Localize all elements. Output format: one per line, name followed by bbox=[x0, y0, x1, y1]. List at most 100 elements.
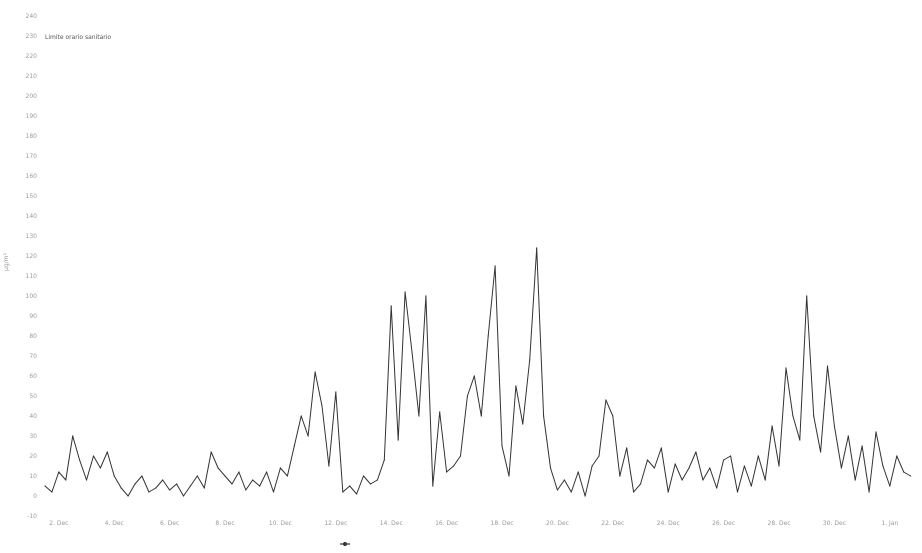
data-point[interactable] bbox=[903, 471, 905, 473]
data-point[interactable] bbox=[162, 479, 164, 481]
data-point[interactable] bbox=[633, 491, 635, 493]
data-point[interactable] bbox=[709, 467, 711, 469]
data-point[interactable] bbox=[577, 471, 579, 473]
data-point[interactable] bbox=[293, 445, 295, 447]
data-point[interactable] bbox=[487, 335, 489, 337]
legend[interactable] bbox=[340, 542, 350, 546]
data-point[interactable] bbox=[203, 487, 205, 489]
data-point[interactable] bbox=[605, 399, 607, 401]
data-point[interactable] bbox=[328, 465, 330, 467]
data-point[interactable] bbox=[169, 489, 171, 491]
data-point[interactable] bbox=[127, 495, 129, 497]
data-point[interactable] bbox=[120, 487, 122, 489]
data-point[interactable] bbox=[792, 415, 794, 417]
data-point[interactable] bbox=[314, 371, 316, 373]
data-point[interactable] bbox=[272, 491, 275, 493]
data-point[interactable] bbox=[72, 435, 74, 437]
data-point[interactable] bbox=[875, 431, 877, 433]
data-point[interactable] bbox=[771, 425, 773, 427]
data-point[interactable] bbox=[723, 459, 725, 461]
data-point[interactable] bbox=[356, 493, 358, 495]
data-point[interactable] bbox=[51, 491, 53, 493]
data-point[interactable] bbox=[390, 305, 392, 307]
data-point[interactable] bbox=[189, 485, 192, 487]
data-point[interactable] bbox=[542, 415, 545, 417]
data-point[interactable] bbox=[868, 491, 870, 493]
data-point[interactable] bbox=[494, 265, 496, 267]
data-point[interactable] bbox=[418, 415, 420, 417]
data-point[interactable] bbox=[764, 479, 766, 481]
data-point[interactable] bbox=[757, 455, 759, 457]
data-point[interactable] bbox=[508, 475, 510, 477]
data-point[interactable] bbox=[411, 351, 413, 353]
data-point[interactable] bbox=[785, 367, 787, 369]
data-point[interactable] bbox=[99, 467, 101, 469]
data-point[interactable] bbox=[134, 483, 136, 485]
data-point[interactable] bbox=[265, 471, 268, 473]
data-point[interactable] bbox=[342, 491, 344, 493]
data-point[interactable] bbox=[279, 467, 282, 469]
data-point[interactable] bbox=[840, 467, 842, 469]
data-point[interactable] bbox=[245, 489, 247, 491]
data-point[interactable] bbox=[861, 445, 863, 447]
data-point[interactable] bbox=[92, 455, 95, 457]
data-point[interactable] bbox=[591, 465, 593, 467]
data-point[interactable] bbox=[743, 465, 746, 467]
data-point[interactable] bbox=[813, 415, 815, 417]
data-point[interactable] bbox=[113, 475, 115, 477]
data-point[interactable] bbox=[231, 483, 233, 485]
data-point[interactable] bbox=[473, 375, 475, 377]
data-point[interactable] bbox=[480, 415, 482, 417]
data-point[interactable] bbox=[259, 485, 261, 487]
data-point[interactable] bbox=[425, 295, 427, 297]
data-point[interactable] bbox=[286, 475, 288, 477]
data-point[interactable] bbox=[736, 491, 739, 493]
data-point[interactable] bbox=[439, 411, 441, 413]
data-point[interactable] bbox=[432, 485, 434, 487]
data-point[interactable] bbox=[182, 495, 185, 497]
data-point[interactable] bbox=[501, 445, 503, 447]
data-point[interactable] bbox=[224, 475, 226, 477]
data-point[interactable] bbox=[404, 291, 406, 293]
data-point[interactable] bbox=[383, 459, 385, 461]
data-point[interactable] bbox=[778, 465, 780, 467]
data-point[interactable] bbox=[446, 471, 448, 473]
data-point[interactable] bbox=[563, 479, 565, 481]
data-point[interactable] bbox=[847, 435, 849, 437]
data-point[interactable] bbox=[529, 359, 531, 361]
data-point[interactable] bbox=[584, 495, 586, 497]
data-point[interactable] bbox=[799, 439, 801, 441]
data-point[interactable] bbox=[175, 483, 178, 485]
data-point[interactable] bbox=[321, 405, 323, 407]
data-point[interactable] bbox=[729, 455, 732, 457]
data-point[interactable] bbox=[681, 479, 683, 481]
data-point[interactable] bbox=[660, 447, 662, 449]
data-point[interactable] bbox=[833, 425, 836, 427]
data-point[interactable] bbox=[688, 467, 690, 469]
data-point[interactable] bbox=[854, 479, 856, 481]
data-point[interactable] bbox=[155, 487, 157, 489]
data-point[interactable] bbox=[806, 295, 808, 297]
data-point[interactable] bbox=[646, 459, 649, 461]
data-point[interactable] bbox=[716, 487, 718, 489]
data-point[interactable] bbox=[238, 471, 240, 473]
data-point[interactable] bbox=[106, 451, 108, 453]
data-point[interactable] bbox=[639, 483, 642, 485]
data-point[interactable] bbox=[549, 467, 552, 469]
data-point[interactable] bbox=[674, 463, 676, 465]
data-point[interactable] bbox=[556, 489, 559, 491]
data-point[interactable] bbox=[452, 465, 455, 467]
data-point[interactable] bbox=[369, 483, 372, 485]
data-point[interactable] bbox=[882, 465, 884, 467]
data-point[interactable] bbox=[349, 485, 351, 487]
data-point[interactable] bbox=[819, 451, 822, 453]
data-point[interactable] bbox=[619, 475, 621, 477]
data-point[interactable] bbox=[522, 423, 524, 425]
data-point[interactable] bbox=[570, 491, 572, 493]
data-point[interactable] bbox=[397, 439, 399, 441]
data-point[interactable] bbox=[362, 475, 365, 477]
data-point[interactable] bbox=[79, 459, 81, 461]
data-point[interactable] bbox=[252, 479, 254, 481]
data-point[interactable] bbox=[653, 467, 655, 469]
data-point[interactable] bbox=[217, 467, 219, 469]
